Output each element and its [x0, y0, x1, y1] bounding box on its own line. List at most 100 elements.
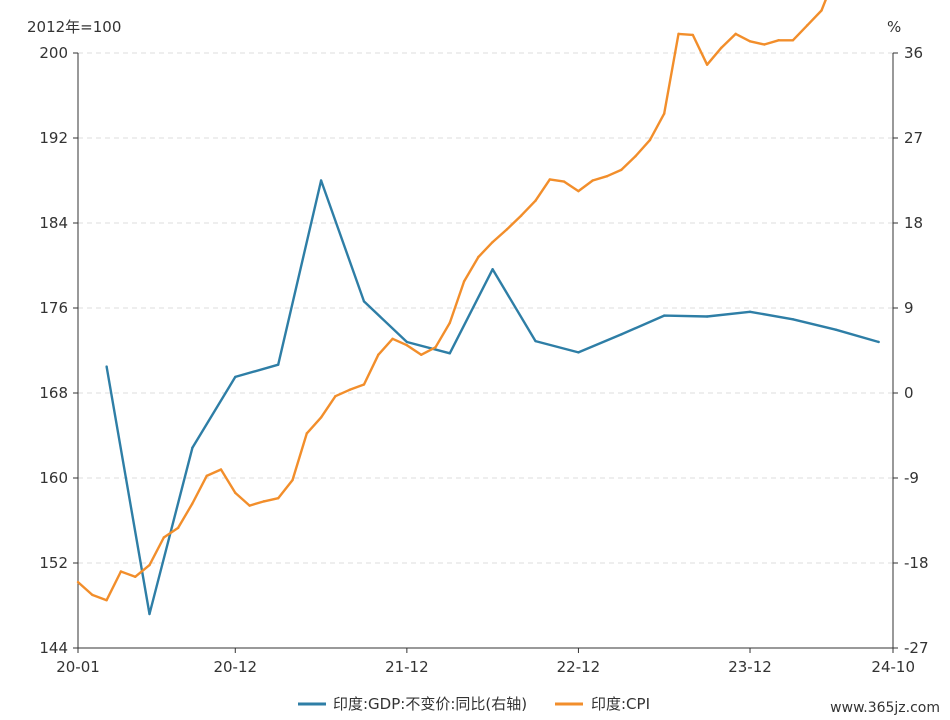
series-layer: [76, 0, 880, 616]
data-point: [534, 199, 537, 202]
data-point: [577, 189, 580, 193]
data-point: [276, 496, 280, 500]
data-point: [705, 315, 709, 318]
right-tick-label: 27: [904, 129, 923, 147]
data-point: [562, 180, 566, 183]
right-tick-label: 9: [904, 299, 914, 317]
data-point: [105, 598, 108, 602]
series-line-cpi: [77, 0, 827, 602]
data-point: [591, 179, 594, 182]
data-point: [577, 351, 580, 354]
series-line-gdp: [105, 179, 880, 616]
data-point: [76, 580, 80, 584]
data-point: [405, 340, 409, 344]
x-tick-label: 24-10: [871, 658, 915, 676]
data-point: [834, 328, 838, 331]
data-point: [448, 321, 451, 325]
data-point: [806, 24, 809, 27]
data-point: [448, 352, 451, 355]
data-point: [677, 32, 680, 36]
data-point: [119, 570, 123, 573]
data-point: [305, 432, 308, 435]
x-tick-label: 23-12: [728, 658, 772, 676]
data-point: [148, 612, 151, 616]
right-tick-label: -27: [904, 639, 929, 657]
data-point: [234, 491, 237, 495]
data-point: [133, 575, 137, 579]
data-point: [391, 337, 394, 341]
data-point: [663, 314, 666, 317]
data-point: [405, 343, 409, 347]
data-point: [491, 268, 494, 271]
data-point: [319, 416, 323, 419]
legend-label-gdp: 印度:GDP:不变价:同比(右轴): [333, 695, 527, 713]
x-tick-label: 22-12: [557, 658, 601, 676]
data-point: [763, 43, 766, 46]
legend: 印度:GDP:不变价:同比(右轴) 印度:CPI: [298, 695, 650, 713]
series-1: [76, 0, 827, 602]
data-point: [691, 33, 695, 37]
data-point: [319, 179, 323, 182]
data-point: [419, 353, 423, 356]
data-point: [705, 63, 709, 66]
right-axis-unit: %: [887, 18, 901, 36]
data-point: [663, 112, 666, 115]
x-tick-label: 21-12: [385, 658, 429, 676]
x-tick-label: 20-01: [56, 658, 100, 676]
data-point: [620, 333, 623, 336]
data-point: [362, 300, 366, 303]
left-tick-label: 160: [39, 469, 68, 487]
data-point: [377, 353, 380, 356]
data-point: [877, 340, 880, 344]
data-point: [176, 526, 180, 530]
data-point: [505, 228, 509, 231]
data-point: [148, 563, 151, 567]
right-tick-label: 0: [904, 384, 914, 402]
data-point: [105, 365, 108, 368]
data-point: [205, 474, 208, 478]
data-point: [191, 502, 194, 505]
data-point: [462, 280, 466, 283]
left-axis-unit: 2012年=100: [27, 18, 121, 36]
right-tick-label: -18: [904, 554, 929, 572]
data-point: [777, 39, 780, 42]
left-tick-label: 184: [39, 214, 68, 232]
data-point: [219, 468, 223, 471]
data-point: [720, 46, 723, 49]
right-tick-label: 18: [904, 214, 923, 232]
data-point: [491, 240, 494, 244]
data-point: [276, 363, 280, 366]
data-point: [520, 214, 523, 217]
left-tick-label: 176: [39, 299, 68, 317]
data-point: [248, 504, 251, 507]
right-tick-label: 36: [904, 44, 923, 62]
data-point: [162, 536, 165, 539]
data-point: [548, 178, 552, 181]
left-tick-label: 192: [39, 129, 68, 147]
legend-label-cpi: 印度:CPI: [591, 695, 650, 713]
x-tick-label: 20-12: [213, 658, 257, 676]
data-point: [748, 310, 752, 313]
left-tick-label: 168: [39, 384, 68, 402]
left-tick-label: 200: [39, 44, 68, 62]
data-point: [734, 32, 737, 36]
axes: 144 152 160 168 176 184 192 200 -27 -18 -9 0 9 18 27 36…: [39, 44, 928, 676]
series-0: [105, 179, 880, 616]
data-point: [262, 500, 266, 503]
watermark-text: www.365jz.com: [830, 700, 940, 716]
data-point: [748, 40, 752, 43]
data-point: [477, 255, 480, 259]
data-point: [234, 375, 237, 379]
data-point: [362, 383, 366, 386]
data-point: [620, 168, 623, 172]
data-point: [191, 446, 194, 449]
data-point: [91, 593, 94, 597]
data-point: [291, 478, 294, 482]
right-tick-label: -9: [904, 469, 919, 487]
data-point: [791, 39, 795, 42]
data-point: [348, 388, 351, 392]
data-point: [791, 318, 795, 321]
left-tick-label: 152: [39, 554, 68, 572]
left-tick-label: 144: [39, 639, 68, 657]
